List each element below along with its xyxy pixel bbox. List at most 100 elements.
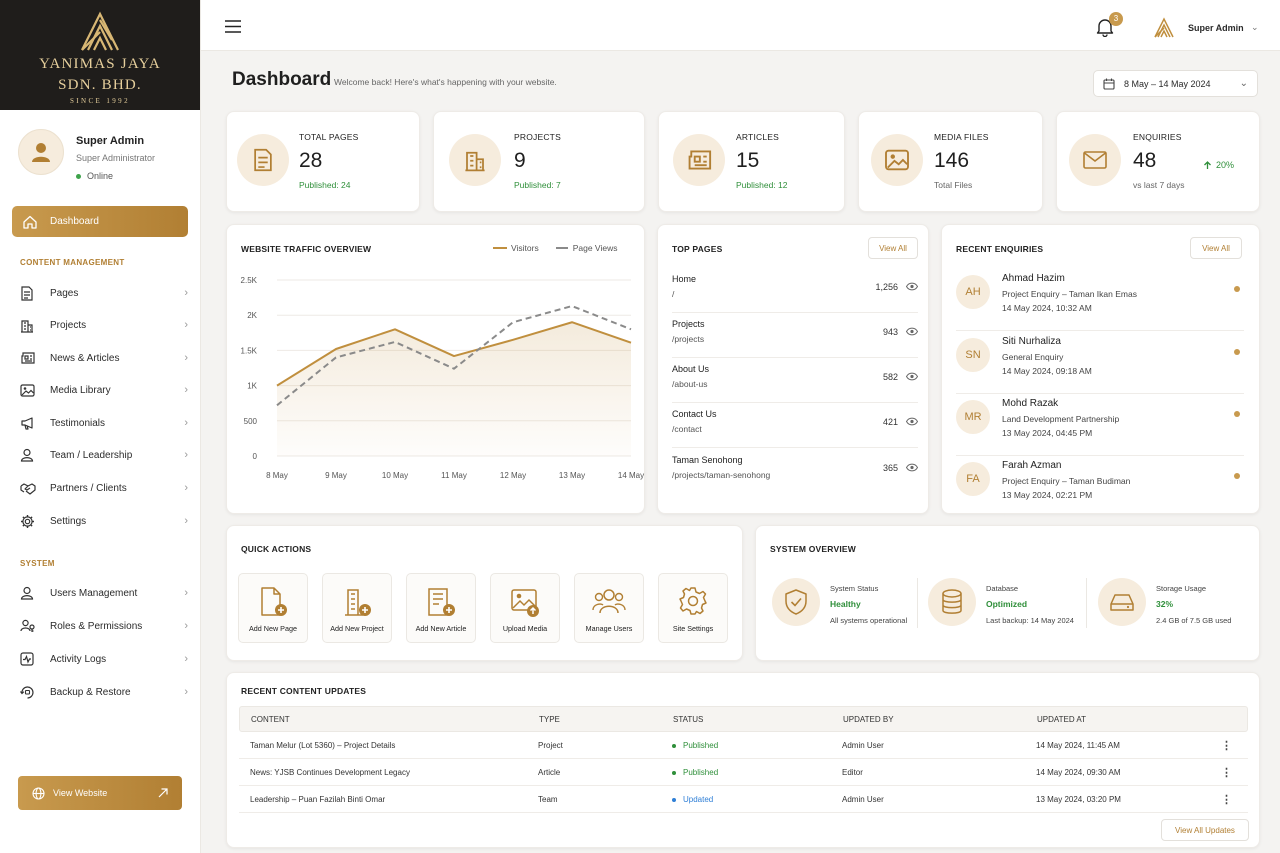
profile-card[interactable]: Super Admin Super Administrator Online	[18, 129, 155, 181]
more-options-icon[interactable]: ⋮	[1221, 767, 1232, 779]
view-all-updates-button[interactable]: View All Updates	[1161, 819, 1249, 841]
enquiry-name: Mohd Razak	[1002, 398, 1059, 409]
sidebar-item-label: Settings	[50, 515, 87, 527]
building-icon	[21, 319, 33, 333]
stat-card-enquiries[interactable]: ENQUIRIES 48 vs last 7 days 20%	[1056, 111, 1260, 212]
cell-updated-at: 14 May 2024, 09:30 AM	[1036, 768, 1121, 777]
enquiry-row[interactable]: AH Ahmad Hazim Project Enquiry – Taman I…	[956, 269, 1244, 331]
enquiries-view-all-button[interactable]: View All	[1190, 237, 1242, 259]
top-page-views: 582	[882, 372, 898, 382]
enquiry-date: 14 May 2024, 09:18 AM	[1002, 366, 1092, 376]
shield-check-icon	[785, 589, 807, 615]
stat-value: 9	[514, 149, 526, 172]
y-tick-label: 2.5K	[241, 276, 258, 285]
system-item-detail: 2.4 GB of 7.5 GB used	[1156, 616, 1232, 625]
image-icon	[20, 383, 35, 397]
column-header-updated-at: UPDATED AT	[1037, 715, 1087, 724]
user-icon	[20, 448, 34, 462]
sidebar-item-news-articles[interactable]: News & Articles ›	[20, 346, 188, 370]
stat-value: 48	[1133, 149, 1157, 172]
quick-action-upload-media[interactable]: Upload Media	[490, 573, 560, 643]
card-title: TOP PAGES	[672, 244, 723, 254]
sidebar-item-roles-permissions[interactable]: Roles & Permissions ›	[20, 614, 188, 638]
top-page-row[interactable]: About Us /about-us 582	[672, 358, 918, 403]
enquiry-row[interactable]: FA Farah Azman Project Enquiry – Taman B…	[956, 456, 1244, 518]
system-icon-circle	[1098, 578, 1146, 626]
y-tick-label: 1.5K	[241, 346, 258, 355]
hamburger-menu-icon[interactable]	[225, 20, 241, 33]
sidebar-item-partners-clients[interactable]: Partners / Clients ›	[20, 476, 188, 500]
profile-status-label: Online	[87, 171, 114, 181]
sidebar-item-label: Team / Leadership	[50, 449, 133, 461]
megaphone-icon	[21, 417, 33, 430]
bell-icon[interactable]	[1096, 17, 1114, 37]
mail-icon	[1083, 151, 1107, 169]
sidebar-item-pages[interactable]: Pages ›	[20, 281, 188, 305]
stat-icon-circle	[673, 134, 725, 186]
cell-updated-at: 13 May 2024, 03:20 PM	[1036, 795, 1121, 804]
user-menu-name[interactable]: Super Admin	[1188, 23, 1244, 33]
sidebar-item-team-leadership[interactable]: Team / Leadership ›	[20, 443, 188, 467]
profile-name: Super Admin	[76, 135, 145, 147]
stat-card-projects[interactable]: PROJECTS 9 Published: 7	[433, 111, 645, 212]
cell-updated-by: Editor	[842, 768, 863, 777]
table-row[interactable]: News: YJSB Continues Development Legacy …	[239, 759, 1248, 786]
quick-action-label: Add New Project	[330, 624, 384, 633]
view-website-button[interactable]: View Website	[18, 776, 182, 810]
column-header-content: CONTENT	[251, 715, 290, 724]
newspaper-icon	[21, 352, 35, 364]
enquiry-row[interactable]: MR Mohd Razak Land Development Partnersh…	[956, 394, 1244, 456]
sidebar-item-activity-logs[interactable]: Activity Logs ›	[20, 647, 188, 671]
top-page-row[interactable]: Taman Senohong /projects/taman-senohong …	[672, 449, 918, 494]
document-icon	[21, 285, 33, 301]
quick-action-label: Add New Page	[249, 624, 297, 633]
enquiry-row[interactable]: SN Siti Nurhaliza General Enquiry 14 May…	[956, 332, 1244, 394]
quick-action-manage-users[interactable]: Manage Users	[574, 573, 644, 643]
quick-action-site-settings[interactable]: Site Settings	[658, 573, 728, 643]
top-page-views: 421	[882, 417, 898, 427]
date-range-picker[interactable]: 8 May – 14 May 2024 ⌄	[1093, 70, 1258, 97]
unread-dot	[1234, 349, 1240, 355]
column-header-updated-by: UPDATED BY	[843, 715, 894, 724]
stat-card-total-pages[interactable]: TOTAL PAGES 28 Published: 24	[226, 111, 420, 212]
brand-logo[interactable]: YANIMAS JAYA SDN. BHD. SINCE 1992	[0, 0, 200, 110]
top-page-row[interactable]: Home / 1,256	[672, 268, 918, 313]
top-pages-view-all-button[interactable]: View All	[868, 237, 918, 259]
quick-action-label: Add New Article	[415, 624, 467, 633]
column-header-status: STATUS	[673, 715, 704, 724]
quick-action-add-page[interactable]: Add New Page	[238, 573, 308, 643]
sidebar-item-testimonials[interactable]: Testimonials ›	[20, 411, 188, 435]
table-row[interactable]: Taman Melur (Lot 5360) – Project Details…	[239, 732, 1248, 759]
stat-card-media-files[interactable]: MEDIA FILES 146 Total Files	[858, 111, 1043, 212]
calendar-icon	[1103, 78, 1115, 90]
system-icon-circle	[772, 578, 820, 626]
cell-updated-at: 14 May 2024, 11:45 AM	[1036, 741, 1120, 750]
sidebar-item-media-library[interactable]: Media Library ›	[20, 378, 188, 402]
sidebar-item-backup-restore[interactable]: Backup & Restore ›	[20, 680, 188, 704]
stat-icon-circle	[871, 134, 923, 186]
chevron-down-icon[interactable]: ⌄	[1251, 22, 1259, 32]
more-options-icon[interactable]: ⋮	[1221, 794, 1232, 806]
chevron-right-icon: ›	[184, 352, 188, 364]
table-row[interactable]: Leadership – Puan Fazilah Binti Omar Tea…	[239, 786, 1248, 813]
sidebar-item-projects[interactable]: Projects ›	[20, 313, 188, 337]
top-page-name: About Us	[672, 364, 710, 374]
sidebar-item-users-management[interactable]: Users Management ›	[20, 581, 188, 605]
quick-action-add-project[interactable]: Add New Project	[322, 573, 392, 643]
top-page-path: /about-us	[672, 379, 708, 389]
top-page-row[interactable]: Contact Us /contact 421	[672, 403, 918, 448]
brand-name-line2: SDN. BHD.	[58, 77, 142, 93]
x-tick-label: 10 May	[382, 471, 408, 480]
system-item-value: Healthy	[830, 599, 861, 609]
eye-icon	[906, 463, 918, 472]
stat-icon-circle	[449, 134, 501, 186]
top-page-row[interactable]: Projects /projects 943	[672, 313, 918, 358]
eye-icon	[906, 372, 918, 381]
more-options-icon[interactable]: ⋮	[1221, 740, 1232, 752]
stat-card-articles[interactable]: ARTICLES 15 Published: 12	[658, 111, 845, 212]
chevron-down-icon: ⌄	[1239, 78, 1248, 89]
quick-action-add-article[interactable]: Add New Article	[406, 573, 476, 643]
sidebar-item-dashboard[interactable]: Dashboard	[12, 206, 188, 237]
cell-content: Leadership – Puan Fazilah Binti Omar	[250, 795, 386, 804]
sidebar-item-settings[interactable]: Settings ›	[20, 509, 188, 533]
